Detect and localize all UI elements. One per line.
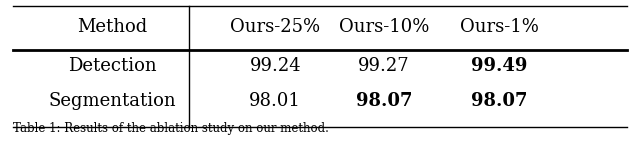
Text: Table 1: Results of the ablation study on our method.: Table 1: Results of the ablation study o… [13,122,329,135]
Text: 98.07: 98.07 [356,92,412,110]
Text: Ours-25%: Ours-25% [230,18,320,37]
Text: Ours-1%: Ours-1% [460,18,539,37]
Text: Ours-10%: Ours-10% [339,18,429,37]
Text: 98.01: 98.01 [249,92,301,110]
Text: Method: Method [77,18,147,37]
Text: 99.49: 99.49 [471,57,527,75]
Text: Detection: Detection [68,57,156,75]
Text: Segmentation: Segmentation [48,92,176,110]
Text: 99.27: 99.27 [358,57,410,75]
Text: 98.07: 98.07 [471,92,527,110]
Text: 99.24: 99.24 [250,57,301,75]
